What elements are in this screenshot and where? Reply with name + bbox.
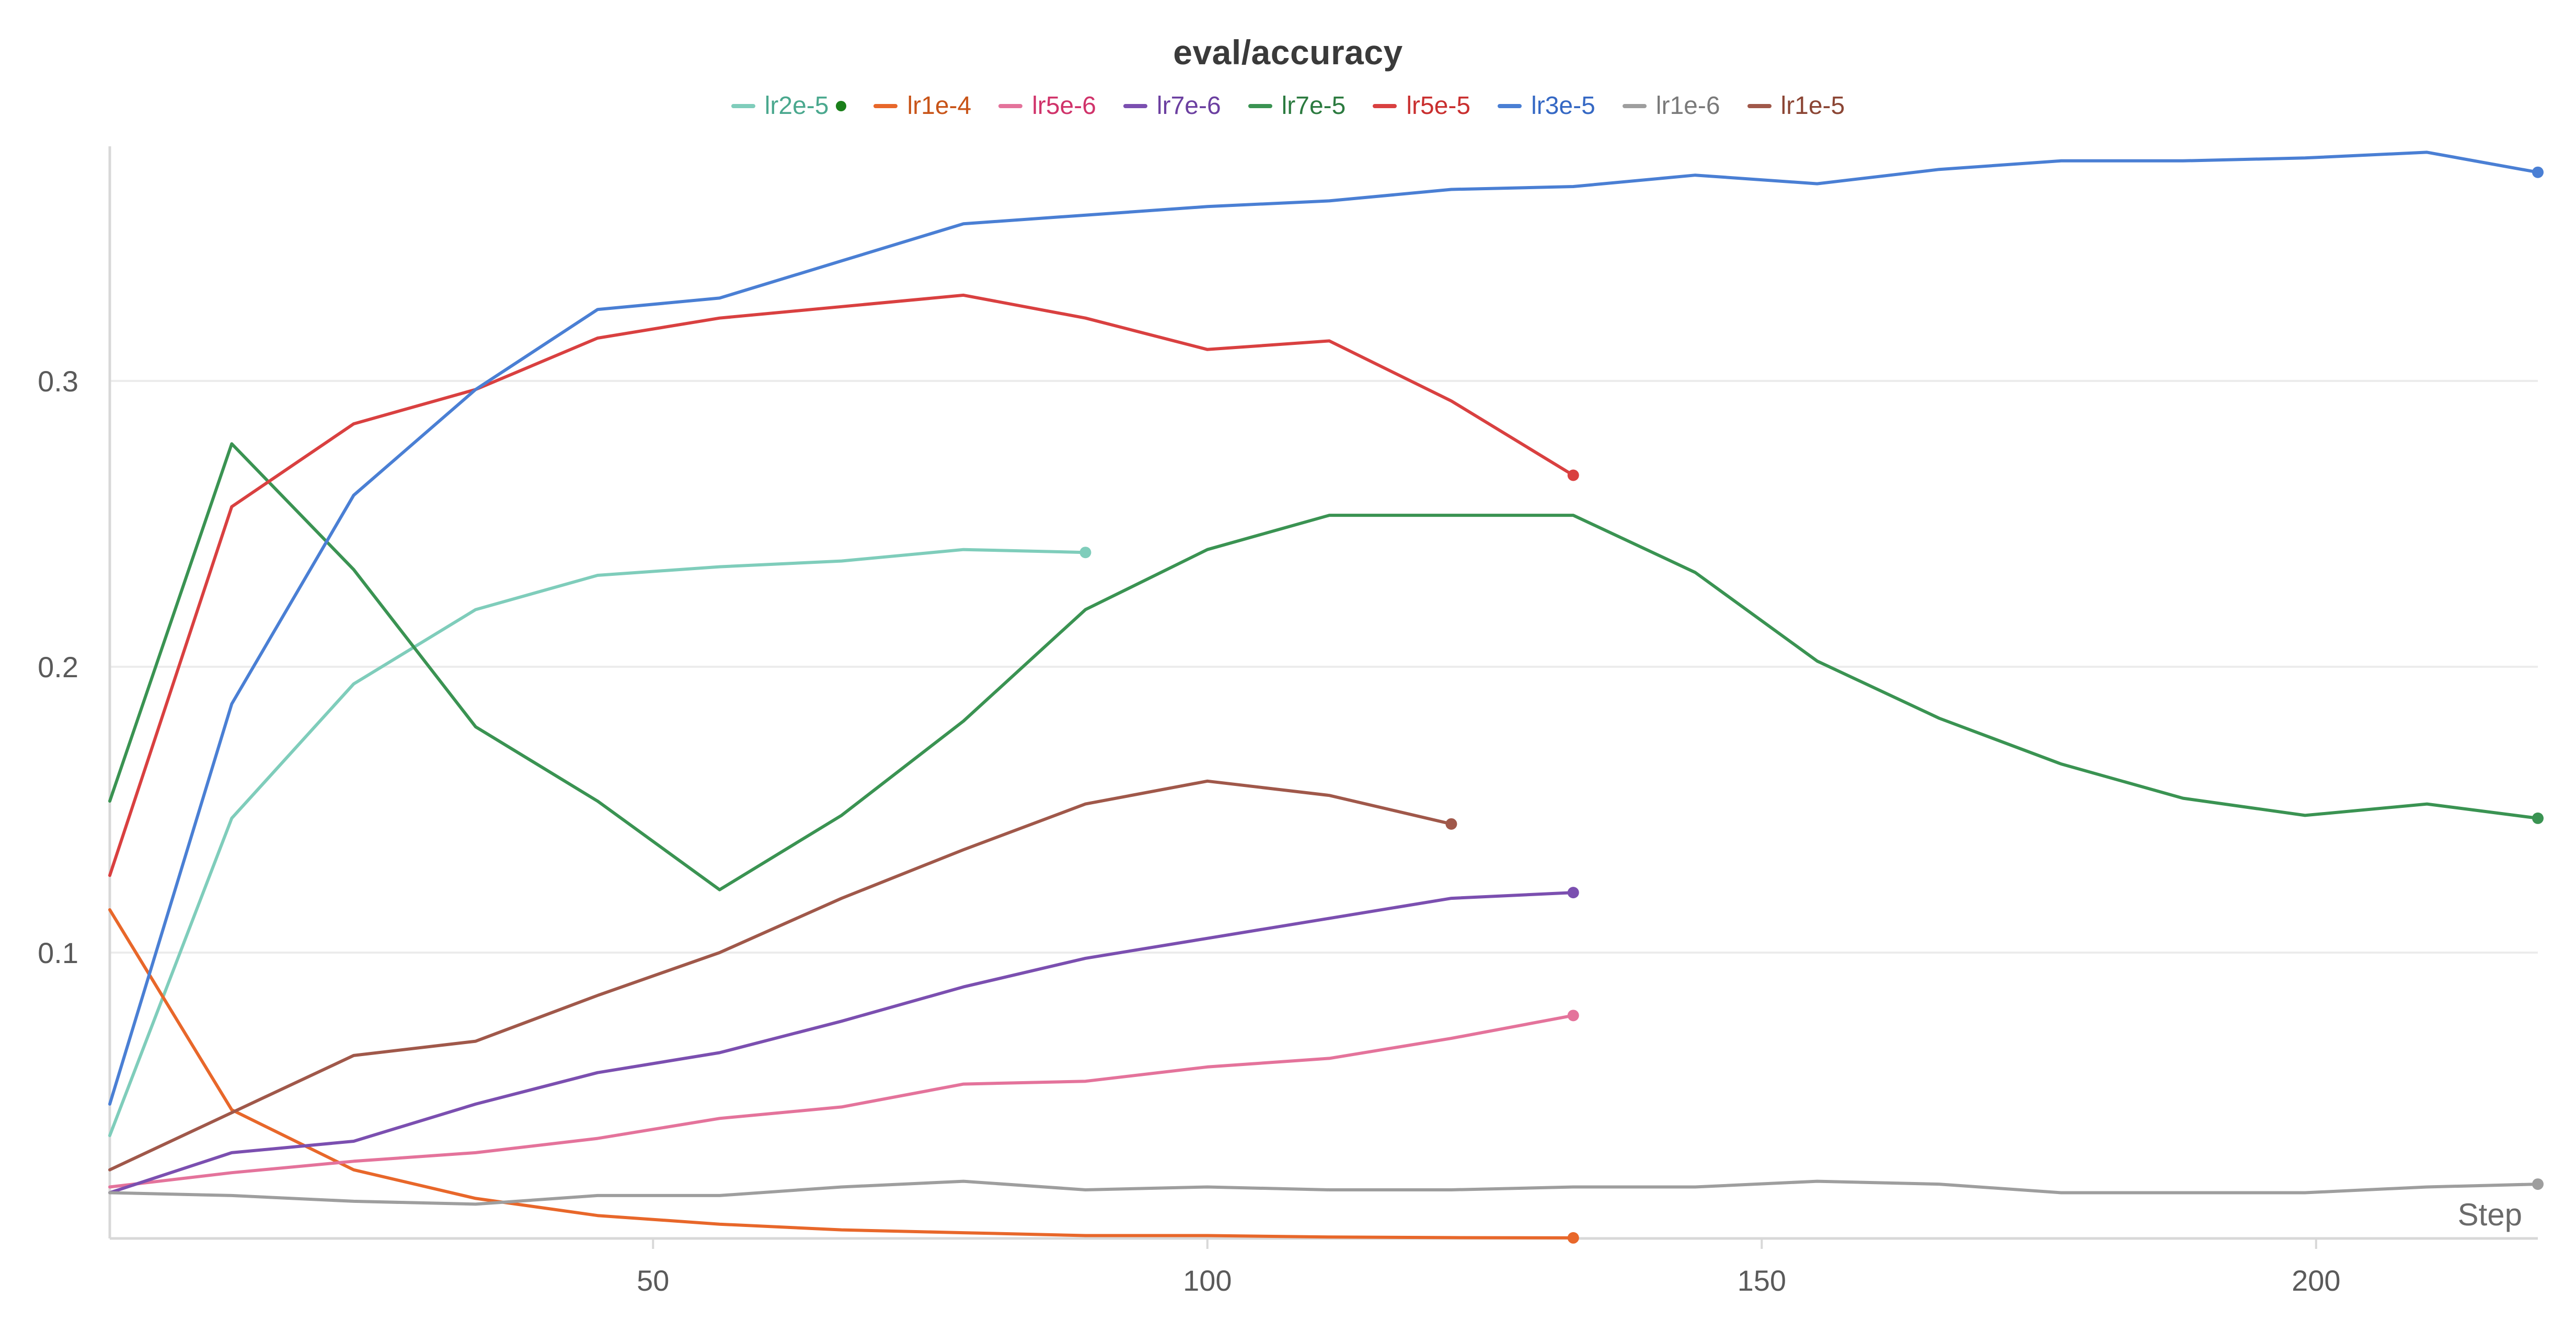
y-tick-label: 0.1 — [38, 936, 78, 969]
legend-item[interactable]: lr1e-4 — [873, 91, 971, 120]
legend-item[interactable]: lr5e-6 — [998, 91, 1096, 120]
series-lr5e-6 — [108, 1010, 1579, 1189]
series-line — [108, 779, 1453, 1172]
legend-swatch — [998, 103, 1023, 108]
legend-label: lr7e-6 — [1156, 92, 1221, 120]
series-line — [108, 908, 1575, 1239]
chart-title: eval/accuracy — [1173, 33, 1403, 72]
series-line — [108, 293, 1575, 877]
legend-item[interactable]: lr7e-6 — [1123, 91, 1221, 120]
legend-label: lr1e-4 — [907, 92, 972, 120]
x-tick-label: 200 — [2292, 1264, 2340, 1297]
legend-item[interactable]: lr3e-5 — [1498, 91, 1595, 120]
legend-swatch — [1747, 103, 1772, 108]
legend-label: lr7e-5 — [1281, 92, 1346, 120]
legend-item[interactable]: lr1e-5 — [1747, 91, 1845, 120]
series-lr1e-4 — [108, 908, 1579, 1244]
y-tick-label: 0.3 — [38, 365, 78, 398]
series-end-point — [1567, 1010, 1579, 1022]
series-lr1e-5 — [108, 779, 1457, 1172]
legend-label: lr2e-5 — [764, 92, 829, 120]
legend-label: lr1e-5 — [1780, 92, 1845, 120]
series-end-point — [1567, 469, 1579, 481]
series-line — [108, 548, 1087, 1138]
x-axis-label: Step — [2458, 1197, 2522, 1232]
legend-swatch — [731, 103, 755, 108]
legend-swatch — [1373, 103, 1397, 108]
series-lr1e-6 — [108, 1178, 2544, 1206]
series-lr2e-5 — [108, 547, 1091, 1138]
legend-item[interactable]: lr7e-5 — [1248, 91, 1346, 120]
x-tick-label: 150 — [1738, 1264, 1786, 1297]
gridlines — [110, 380, 2538, 954]
series-end-point — [1567, 1232, 1579, 1244]
highlight-dot-icon — [836, 100, 847, 111]
legend-label: lr5e-5 — [1406, 92, 1471, 120]
series-lr5e-5 — [108, 293, 1579, 877]
legend-label: lr5e-6 — [1032, 92, 1096, 120]
legend-swatch — [1123, 103, 1147, 108]
series-lr3e-5 — [108, 150, 2544, 1106]
x-tick-label: 100 — [1183, 1264, 1232, 1297]
series-end-point — [1445, 818, 1457, 830]
legend-item[interactable]: lr1e-6 — [1622, 91, 1720, 120]
legend-swatch — [1622, 103, 1647, 108]
series-end-point — [2532, 166, 2544, 178]
legend-label: lr3e-5 — [1531, 92, 1595, 120]
series-line — [108, 442, 2539, 891]
series-end-point — [1567, 887, 1579, 899]
legend-swatch — [1498, 103, 1522, 108]
series-line — [108, 150, 2539, 1106]
series-line — [108, 1014, 1575, 1189]
series-end-point — [2532, 1178, 2544, 1190]
series-end-point — [1079, 547, 1091, 559]
legend-swatch — [1248, 103, 1272, 108]
y-tick-label: 0.2 — [38, 651, 78, 683]
series-end-point — [2532, 812, 2544, 824]
legend-item[interactable]: lr2e-5 — [731, 91, 847, 120]
chart-legend: lr2e-5 lr1e-4 lr5e-6 lr7e-6 lr7e-5 lr5e-5 lr3e… — [0, 91, 2576, 120]
legend-label: lr1e-6 — [1655, 92, 1720, 120]
series-lr7e-5 — [108, 442, 2544, 891]
legend-item[interactable]: lr5e-5 — [1373, 91, 1470, 120]
series-line — [108, 1179, 2539, 1206]
series-lr7e-6 — [108, 887, 1579, 1195]
legend-swatch — [873, 103, 898, 108]
x-tick-label: 50 — [637, 1264, 669, 1297]
series-line — [108, 891, 1575, 1195]
